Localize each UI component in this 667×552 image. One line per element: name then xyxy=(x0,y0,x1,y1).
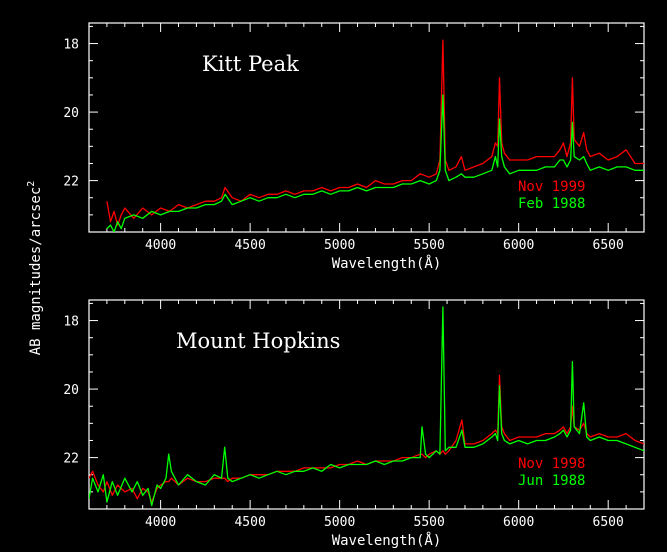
y-tick-label: 22 xyxy=(63,452,79,467)
y-tick-label: 18 xyxy=(63,38,79,53)
y-tick-label: 22 xyxy=(63,175,79,190)
panel-title: Kitt Peak xyxy=(202,52,299,76)
plot-frame xyxy=(88,22,645,233)
series-lines xyxy=(89,306,644,507)
x-tick-label: 6000 xyxy=(503,238,534,253)
x-tick-label: 6500 xyxy=(593,238,624,253)
x-axis-label: Wavelength(Å) xyxy=(332,255,442,272)
x-tick-label: 4500 xyxy=(234,238,265,253)
panel-kitt-peak: 4000 4500 5000 5500 6000 6500 18 20 22 Kitt Pea… xyxy=(63,22,645,272)
legend-entry: Nov 1998 xyxy=(518,456,585,472)
x-axis-ticks: 4000 4500 5000 5500 6000 6500 xyxy=(88,23,645,253)
spectrum-line-recent xyxy=(106,39,644,226)
x-tick-label: 5000 xyxy=(324,515,355,530)
spectrum-line-reference xyxy=(106,94,644,232)
x-tick-label: 4500 xyxy=(234,515,265,530)
y-axis-label: AB magnitudes/arcsec2 xyxy=(26,181,44,356)
x-tick-label: 4000 xyxy=(145,238,176,253)
x-tick-label: 5500 xyxy=(414,515,445,530)
x-axis-label: Wavelength(Å) xyxy=(332,532,442,549)
plot-frame xyxy=(88,299,645,510)
x-axis-ticks: 4000 4500 5000 5500 6000 6500 xyxy=(88,300,645,530)
panel-title: Mount Hopkins xyxy=(176,329,340,353)
y-tick-label: 20 xyxy=(63,106,79,121)
spectrum-line-reference xyxy=(89,306,644,507)
legend-entry: Nov 1999 xyxy=(518,179,585,195)
x-tick-label: 5000 xyxy=(324,238,355,253)
legend-entry: Jun 1988 xyxy=(518,473,585,489)
x-tick-label: 4000 xyxy=(145,515,176,530)
legend-entry: Feb 1988 xyxy=(518,196,585,212)
y-axis-ticks: 18 20 22 xyxy=(63,302,644,510)
x-tick-label: 6500 xyxy=(593,515,624,530)
y-axis-ticks: 18 20 22 xyxy=(63,25,644,233)
y-tick-label: 18 xyxy=(63,315,79,330)
series-lines xyxy=(106,39,644,232)
y-tick-label: 20 xyxy=(63,383,79,398)
x-tick-label: 5500 xyxy=(414,238,445,253)
x-tick-label: 6000 xyxy=(503,515,534,530)
panel-mount-hopkins: 4000 4500 5000 5500 6000 6500 18 20 22 Mount Ho… xyxy=(63,299,645,549)
